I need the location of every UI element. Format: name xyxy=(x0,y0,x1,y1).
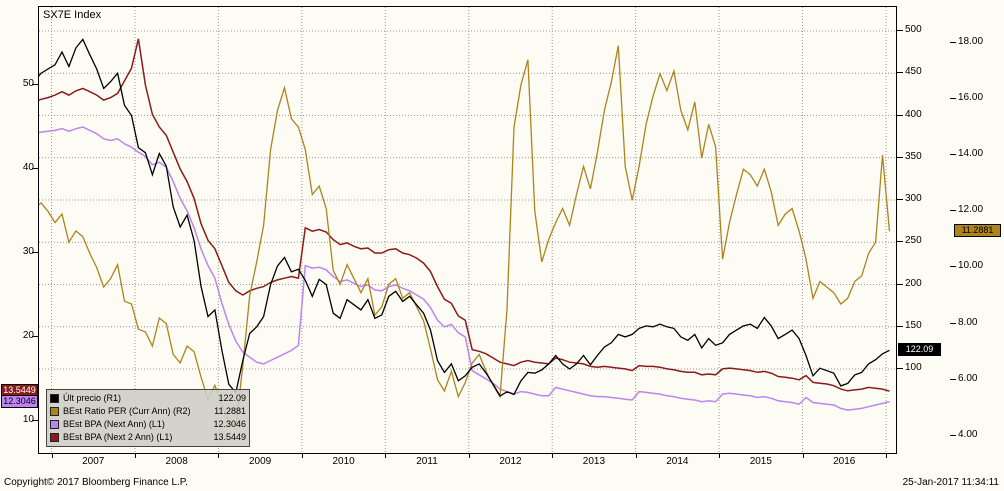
y-axis-right2-tick xyxy=(950,154,956,156)
x-axis-year-label: 2015 xyxy=(749,456,772,467)
y-axis-right2-label: 14.00 xyxy=(958,148,984,160)
legend-label: BEst BPA (Next 2 Ann) (L1) xyxy=(63,432,173,442)
legend-label: Últ precio (R1) xyxy=(63,393,122,403)
legend-swatch xyxy=(50,394,59,403)
y-axis-right2-tick xyxy=(950,266,956,268)
y-axis-left-tick xyxy=(32,252,38,253)
legend-item[interactable]: Últ precio (R1) 122.09 xyxy=(50,392,246,405)
series-line-ult-precio xyxy=(39,38,890,397)
x-axis-year-label: 2007 xyxy=(82,456,105,467)
x-axis-year-tick xyxy=(552,454,554,458)
x-axis-year-tick xyxy=(885,454,887,458)
x-axis-year-label: 2016 xyxy=(833,456,856,467)
y-axis-right2-tick xyxy=(950,378,956,380)
y-axis-left-tick xyxy=(32,168,38,170)
legend-item[interactable]: BEst BPA (Next Ann) (L1) 12.3046 xyxy=(50,418,246,431)
y-axis-right2-tick xyxy=(950,41,956,43)
copyright-text: Copyright© 2017 Bloomberg Finance L.P. xyxy=(4,477,188,488)
y-axis-right1-tick xyxy=(897,156,903,158)
y-axis-right2-label: 6.00 xyxy=(958,372,978,384)
x-axis-year-tick xyxy=(802,454,804,458)
y-axis-right2-label: 16.00 xyxy=(958,92,984,104)
y-axis-right1-tick xyxy=(897,283,903,285)
y-axis-right1-label: 500 xyxy=(905,23,922,35)
x-axis-year-tick xyxy=(51,454,53,458)
last-value-badge: 11.2881 xyxy=(954,224,1001,238)
chart-canvas[interactable] xyxy=(39,7,896,453)
x-axis-year-label: 2013 xyxy=(582,456,606,467)
x-axis-year-tick xyxy=(218,454,220,458)
y-axis-left-label: 20 xyxy=(22,330,34,341)
x-axis-year-label: 2011 xyxy=(416,456,438,467)
y-axis-right1-label: 200 xyxy=(905,277,922,289)
legend-item[interactable]: BEst Ratio PER (Curr Ann) (R2) 11.2881 xyxy=(50,405,246,418)
series-line-best-bpa-next-ann xyxy=(39,126,890,411)
y-axis-right1-tick xyxy=(897,199,903,200)
y-axis-right2-label: 12.00 xyxy=(958,204,984,216)
last-value-badge: 12.3046 xyxy=(1,394,38,408)
legend-item[interactable]: BEst BPA (Next 2 Ann) (L1) 13.5449 xyxy=(50,431,246,444)
y-axis-right1-label: 150 xyxy=(905,319,922,331)
y-axis-left-label: 30 xyxy=(22,246,34,257)
y-axis-right1-label: 350 xyxy=(905,150,922,162)
series-line-best-ratio-per xyxy=(39,45,891,429)
y-axis-right1-label: 450 xyxy=(905,66,922,78)
y-axis-right1-tick xyxy=(897,29,903,31)
y-axis-right1-label: 100 xyxy=(905,362,922,373)
legend-label: BEst Ratio PER (Curr Ann) (R2) xyxy=(63,406,191,416)
y-axis-right2-label: 18.00 xyxy=(958,35,984,47)
y-axis-left-tick xyxy=(32,336,38,337)
y-axis-right1-tick xyxy=(897,114,903,116)
y-axis-right2-label: 10.00 xyxy=(958,260,984,272)
y-axis-right2-label: 8.00 xyxy=(958,316,978,328)
y-axis-right2-tick xyxy=(950,98,956,100)
y-axis-right1-label: 300 xyxy=(905,193,922,204)
y-axis-right1-tick xyxy=(897,325,903,327)
legend-swatch xyxy=(50,420,59,429)
legend-swatch xyxy=(50,433,59,442)
x-axis-year-tick xyxy=(468,454,470,458)
plot-area[interactable] xyxy=(38,6,897,454)
y-axis-right1-tick xyxy=(897,72,903,74)
y-axis-right2-tick xyxy=(950,210,956,212)
y-axis-right1-tick xyxy=(897,368,903,369)
legend-value: 12.3046 xyxy=(213,419,246,429)
y-axis-right2-tick xyxy=(950,322,956,324)
x-axis-year-label: 2012 xyxy=(499,456,522,467)
last-value-badge: 122.09 xyxy=(898,343,941,357)
instrument-title: SX7E Index xyxy=(43,9,102,21)
y-axis-right1-tick xyxy=(897,241,903,243)
legend-value: 122.09 xyxy=(218,393,246,403)
y-axis-left-tick xyxy=(32,419,38,421)
x-axis-year-tick xyxy=(301,454,303,458)
x-axis-year-label: 2010 xyxy=(332,456,355,467)
y-axis-right2-label: 4.00 xyxy=(958,428,978,440)
legend-value: 13.5449 xyxy=(213,432,246,442)
legend-label: BEst BPA (Next Ann) (L1) xyxy=(63,419,165,429)
y-axis-left-tick xyxy=(32,84,38,86)
x-axis-year-label: 2014 xyxy=(666,456,689,467)
timestamp-text: 25-Jan-2017 11:34:11 xyxy=(902,477,999,488)
y-axis-left-label: 10 xyxy=(22,413,34,425)
x-axis-year-tick xyxy=(134,454,136,458)
y-axis-right1-label: 250 xyxy=(905,235,922,247)
y-axis-left-label: 40 xyxy=(22,162,34,174)
legend-value: 11.2881 xyxy=(214,406,246,416)
y-axis-right1-label: 400 xyxy=(905,108,922,120)
x-axis-year-label: 2009 xyxy=(249,456,272,467)
legend-swatch xyxy=(50,407,59,416)
x-axis-year-tick xyxy=(385,454,387,458)
series-line-best-bpa-next-2-ann xyxy=(39,38,890,392)
x-axis-year-label: 2008 xyxy=(165,456,188,467)
y-axis-left-label: 50 xyxy=(22,78,34,90)
y-axis-right2-tick xyxy=(950,434,956,436)
x-axis-year-tick xyxy=(719,454,721,458)
x-axis-year-tick xyxy=(635,454,637,458)
legend-box: Últ precio (R1) 122.09 BEst Ratio PER (Cur… xyxy=(46,389,250,447)
